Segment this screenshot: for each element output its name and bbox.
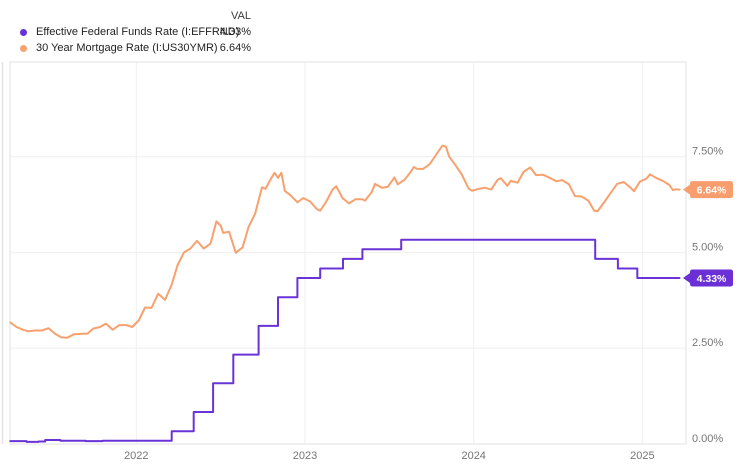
y-axis-tick-label: 7.50% [692,146,723,158]
plot-area-border[interactable] [9,61,687,445]
mortgage-legend-dot-icon [20,44,27,52]
effr-legend-value: 4.33% [219,26,251,38]
effr-legend-dot-icon [20,28,27,36]
effr-value-badge-label: 4.33% [697,273,727,285]
x-axis-tick-label: 2025 [630,450,654,462]
x-axis-tick-label: 2023 [293,450,317,462]
x-axis-tick-label: 2022 [124,450,148,462]
us30ymr-value-badge [683,181,733,199]
effr-legend-label: Effective Federal Funds Rate (I:EFFRND) [36,26,240,38]
us30ymr-line-series[interactable] [9,144,681,339]
y-axis-tick-label: 5.00% [692,241,723,253]
legend-header-row: VAL [14,8,251,24]
mortgage-legend-label: 30 Year Mortgage Rate (I:US30YMR) [36,42,218,54]
x-axis-tick-label: 2024 [461,450,485,462]
y-axis-tick-label: 2.50% [692,337,723,349]
effr-value-badge [683,269,733,287]
y-axis-tick-label: 0.00% [692,433,723,445]
us30ymr-value-badge-label: 6.64% [697,184,727,196]
legend-val-header: VAL [231,10,251,22]
chart-legend: VAL Effective Federal Funds Rate (I:EFFR… [14,8,251,56]
legend-item-mortgage[interactable]: 30 Year Mortgage Rate (I:US30YMR) 6.64% [14,40,251,56]
effr-line-series[interactable] [9,238,681,443]
legend-item-effr[interactable]: Effective Federal Funds Rate (I:EFFRND) … [14,24,251,40]
mortgage-legend-value: 6.64% [219,42,251,54]
